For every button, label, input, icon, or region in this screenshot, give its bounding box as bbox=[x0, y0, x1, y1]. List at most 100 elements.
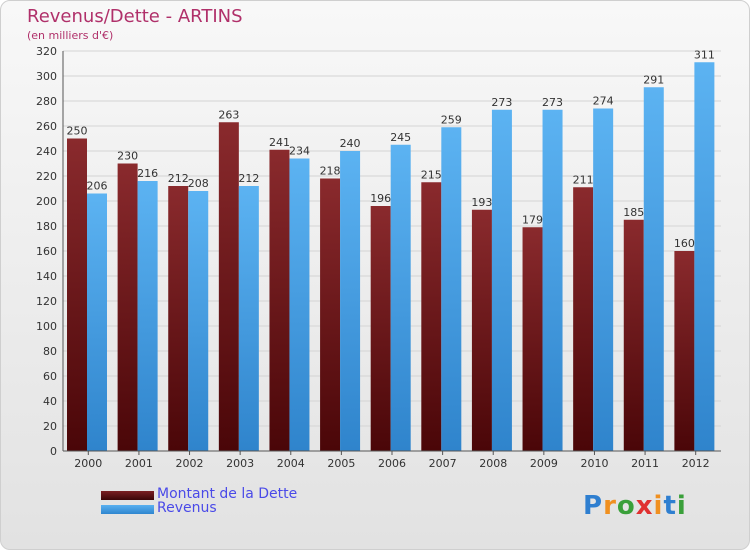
y-tick-label: 240 bbox=[36, 145, 57, 158]
y-tick-label: 260 bbox=[36, 120, 57, 133]
bar-revenus bbox=[340, 151, 361, 451]
data-label-dette: 218 bbox=[320, 165, 341, 178]
bar-dette bbox=[269, 149, 290, 451]
logo-letter: i bbox=[653, 491, 664, 521]
data-label-dette: 212 bbox=[168, 172, 189, 185]
x-tick-label: 2004 bbox=[277, 457, 305, 470]
logo-letter: i bbox=[676, 491, 687, 521]
bar-revenus bbox=[643, 87, 664, 451]
data-label-dette: 263 bbox=[218, 108, 239, 121]
bar-revenus bbox=[593, 108, 614, 451]
data-label-revenus: 274 bbox=[593, 95, 614, 108]
x-tick-label: 2009 bbox=[530, 457, 558, 470]
bar-dette bbox=[117, 163, 138, 451]
data-label-revenus: 234 bbox=[289, 145, 310, 158]
x-tick-label: 2003 bbox=[226, 457, 254, 470]
data-label-dette: 230 bbox=[117, 150, 138, 163]
y-tick-label: 100 bbox=[36, 320, 57, 333]
data-label-revenus: 216 bbox=[137, 167, 158, 180]
bar-dette bbox=[522, 227, 543, 451]
data-label-revenus: 206 bbox=[87, 180, 108, 193]
y-tick-labels: 0 20 40 60 80 100 120 140 160 180 200 220 240 260 280 3… bbox=[36, 45, 57, 458]
x-tick-label: 2008 bbox=[479, 457, 507, 470]
x-tick-label: 2006 bbox=[378, 457, 406, 470]
logo-letter: P bbox=[583, 491, 604, 521]
chart-subtitle: (en milliers d'€) bbox=[27, 29, 114, 42]
bar-dette bbox=[370, 206, 391, 451]
bar-dette bbox=[218, 122, 239, 451]
x-tick-label: 2000 bbox=[74, 457, 102, 470]
data-label-dette: 211 bbox=[573, 173, 594, 186]
data-label-revenus: 311 bbox=[694, 48, 715, 61]
bar-revenus bbox=[188, 191, 209, 451]
data-label-dette: 196 bbox=[370, 192, 391, 205]
y-tick-label: 40 bbox=[43, 395, 57, 408]
y-tick-label: 20 bbox=[43, 420, 57, 433]
x-tick-label: 2007 bbox=[429, 457, 457, 470]
bar-dette bbox=[320, 178, 341, 451]
x-tick-labels: 2000 2001 2002 2003 2004 2005 2006 2007 2008 2009… bbox=[74, 457, 709, 470]
bar-revenus bbox=[390, 144, 411, 451]
x-tick-label: 2011 bbox=[631, 457, 659, 470]
bar-revenus bbox=[87, 193, 107, 451]
y-tick-label: 300 bbox=[36, 70, 57, 83]
logo-letter: x bbox=[635, 491, 654, 521]
bar-dette bbox=[471, 209, 492, 451]
proxiti-logo: Proxiti bbox=[583, 491, 687, 521]
bar-dette bbox=[67, 138, 87, 451]
logo-letter: t bbox=[663, 491, 677, 521]
bar-revenus bbox=[137, 181, 158, 451]
bar-revenus bbox=[694, 62, 715, 451]
legend-swatch-revenus bbox=[101, 505, 154, 514]
legend-swatch-dette bbox=[101, 491, 154, 500]
x-tick-label: 2001 bbox=[125, 457, 153, 470]
bar-revenus bbox=[289, 158, 310, 451]
data-label-dette: 193 bbox=[471, 196, 492, 209]
y-tick-label: 280 bbox=[36, 95, 57, 108]
x-tick-label: 2002 bbox=[176, 457, 204, 470]
bar-dette bbox=[421, 182, 442, 451]
data-label-revenus: 240 bbox=[340, 137, 361, 150]
data-label-revenus: 291 bbox=[643, 73, 664, 86]
data-label-dette: 185 bbox=[623, 206, 644, 219]
data-label-revenus: 245 bbox=[390, 131, 411, 144]
y-tick-label: 120 bbox=[36, 295, 57, 308]
data-label-revenus: 212 bbox=[238, 172, 259, 185]
axes bbox=[62, 51, 721, 455]
data-label-revenus: 259 bbox=[441, 113, 462, 126]
y-tick-label: 200 bbox=[36, 195, 57, 208]
bar-dette bbox=[573, 187, 594, 451]
x-tick-label: 2005 bbox=[327, 457, 355, 470]
chart-title: Revenus/Dette - ARTINS bbox=[27, 6, 243, 27]
y-tick-label: 180 bbox=[36, 220, 57, 233]
data-label-dette: 179 bbox=[522, 213, 543, 226]
y-tick-label: 140 bbox=[36, 270, 57, 283]
y-tick-label: 160 bbox=[36, 245, 57, 258]
legend-label-revenus: Revenus bbox=[157, 500, 217, 516]
y-tick-label: 60 bbox=[43, 370, 57, 383]
data-label-revenus: 273 bbox=[542, 96, 563, 109]
y-tick-label: 0 bbox=[50, 445, 57, 458]
legend-label-dette: Montant de la Dette bbox=[157, 486, 298, 502]
logo-letter: r bbox=[603, 491, 617, 521]
logo-letter: o bbox=[616, 491, 636, 521]
bar-revenus bbox=[441, 127, 462, 451]
bar-revenus bbox=[238, 186, 259, 451]
bars bbox=[67, 62, 715, 451]
data-label-dette: 250 bbox=[67, 125, 88, 138]
data-label-dette: 215 bbox=[421, 168, 442, 181]
x-tick-label: 2010 bbox=[580, 457, 608, 470]
data-label-dette: 241 bbox=[269, 136, 290, 149]
bar-revenus bbox=[491, 109, 512, 451]
bar-dette bbox=[168, 186, 189, 451]
data-label-revenus: 273 bbox=[491, 96, 512, 109]
x-tick-label: 2012 bbox=[682, 457, 710, 470]
data-label-dette: 160 bbox=[674, 237, 695, 250]
y-tick-label: 220 bbox=[36, 170, 57, 183]
bar-dette bbox=[623, 219, 644, 451]
bar-revenus bbox=[542, 109, 563, 451]
bar-dette bbox=[674, 251, 695, 451]
